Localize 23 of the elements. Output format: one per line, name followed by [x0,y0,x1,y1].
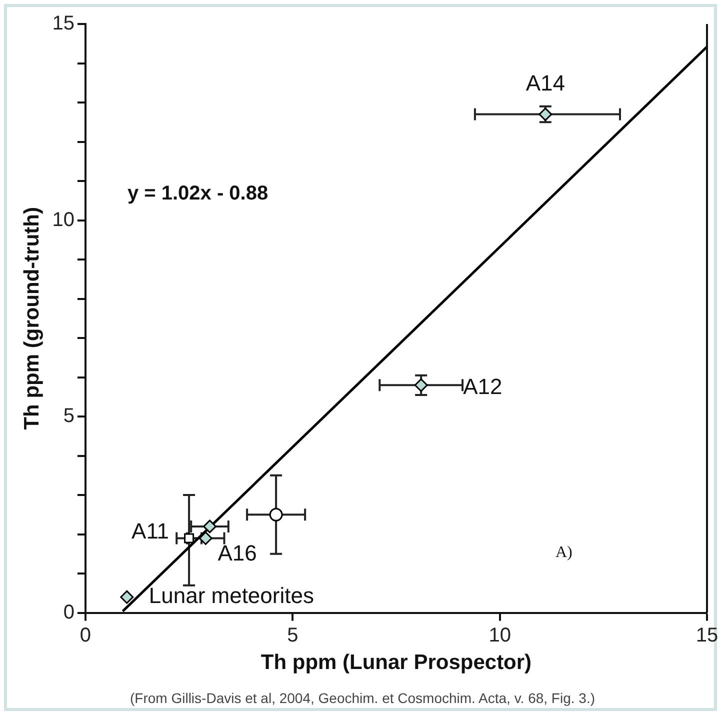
text: (From Gillis-Davis et al, 2004, Geochim. et Cosmochim. Acta, v. 68, Fig. 3.) [129,690,596,706]
series-label: A12 [463,374,502,400]
point [120,590,134,604]
x-tick-label: 0 [80,624,92,646]
series-label: A11 [132,518,170,544]
series-label: A16 [218,540,257,566]
y-tick-label: 15 [52,12,74,35]
x-tick-label: 15 [696,624,718,646]
y-tick-label: 10 [52,208,74,231]
point [198,531,212,545]
series-label: Lunar meteorites [148,583,314,608]
point [203,520,217,534]
series-label: A14 [526,70,565,96]
point [269,508,283,522]
x-tick-label: 5 [287,624,298,646]
point [184,533,194,544]
y-tick-label: 5 [63,405,74,428]
x-tick-label: 10 [488,624,511,646]
annotation: A) [555,544,572,562]
y-axis-title: Th ppm (ground-truth) [20,207,44,430]
x-axis-title: Th ppm (Lunar Prospector) [260,651,532,674]
annotation: y = 1.02x - 0.88 [127,182,268,205]
y-tick-label: 0 [63,601,74,624]
